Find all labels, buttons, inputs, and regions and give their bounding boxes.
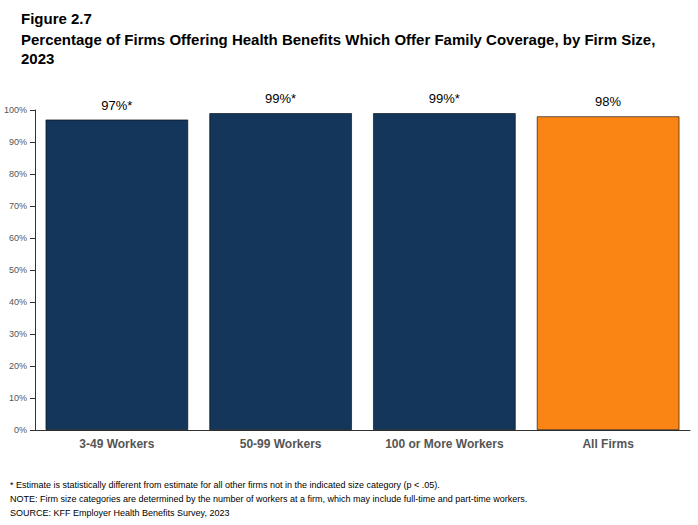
svg-text:99%*: 99%*: [265, 91, 296, 106]
svg-text:40%: 40%: [9, 297, 27, 307]
svg-text:97%*: 97%*: [101, 98, 132, 113]
svg-text:20%: 20%: [9, 361, 27, 371]
svg-text:100%: 100%: [4, 105, 27, 115]
svg-text:Figure 2.7: Figure 2.7: [21, 10, 92, 27]
svg-text:50-99 Workers: 50-99 Workers: [240, 437, 322, 451]
svg-text:98%: 98%: [595, 94, 621, 109]
svg-text:SOURCE: KFF Employer Health Be: SOURCE: KFF Employer Health Benefits Sur…: [10, 508, 229, 518]
svg-text:70%: 70%: [9, 201, 27, 211]
svg-text:90%: 90%: [9, 137, 27, 147]
svg-text:* Estimate is statistically di: * Estimate is statistically different fr…: [10, 480, 440, 490]
svg-text:60%: 60%: [9, 233, 27, 243]
svg-text:30%: 30%: [9, 329, 27, 339]
svg-text:All Firms: All Firms: [582, 437, 634, 451]
svg-text:2023: 2023: [21, 50, 54, 67]
svg-text:100 or More Workers: 100 or More Workers: [385, 437, 504, 451]
svg-text:Percentage of Firms Offering H: Percentage of Firms Offering Health Bene…: [21, 31, 659, 48]
svg-text:NOTE: Firm size categories are: NOTE: Firm size categories are determine…: [10, 494, 527, 504]
svg-text:10%: 10%: [9, 393, 27, 403]
svg-text:99%*: 99%*: [429, 91, 460, 106]
svg-text:0%: 0%: [14, 425, 27, 435]
svg-text:50%: 50%: [9, 265, 27, 275]
svg-text:3-49 Workers: 3-49 Workers: [79, 437, 154, 451]
svg-text:80%: 80%: [9, 169, 27, 179]
